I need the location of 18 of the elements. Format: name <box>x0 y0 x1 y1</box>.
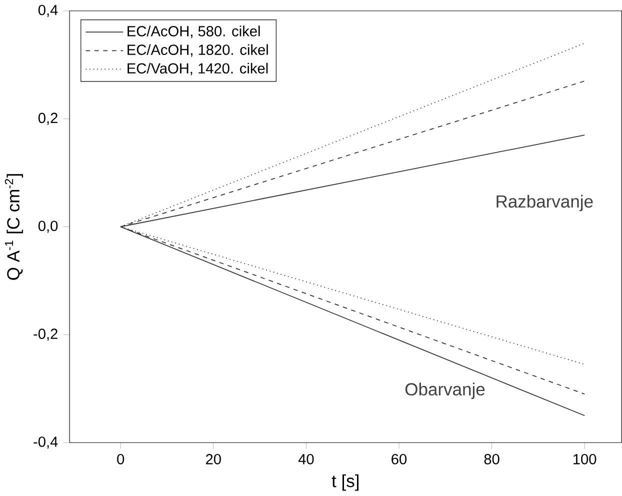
x-axis-title: t [s] <box>332 474 358 491</box>
legend-label: EC/AcOH, 1820. cikel <box>128 44 268 57</box>
legend-label: EC/VaOH, 1420. cikel <box>128 63 268 76</box>
annotation: Razbarvanje <box>496 195 593 212</box>
x-tick-label: 60 <box>392 454 407 465</box>
x-tick-label: 100 <box>574 454 596 465</box>
x-tick-label: 0 <box>117 454 124 465</box>
y-tick-label: 0,2 <box>38 113 58 126</box>
x-tick-label: 80 <box>484 454 500 465</box>
y-axis-title: Q A$^{-1}$ [C cm$^{-2}$] <box>4 174 24 280</box>
legend-label: EC/AcOH, 580. cikel <box>128 26 260 38</box>
x-tick-label: 20 <box>206 454 221 465</box>
y-tick-label: -0,4 <box>34 436 58 449</box>
y-tick-label: -0,2 <box>34 328 58 341</box>
y-tick-label: 0,0 <box>38 220 58 234</box>
x-tick-label: 40 <box>298 454 314 465</box>
y-tick-label: 0,4 <box>38 5 58 18</box>
annotation: Obarvanje <box>405 382 485 400</box>
